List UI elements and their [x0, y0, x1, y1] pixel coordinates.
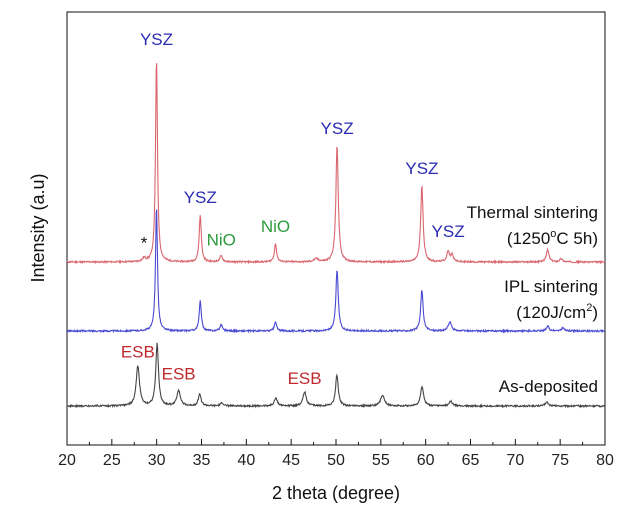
x-ticks: 20 25 30 35 40 45 50 55 60 65 70 75 80 [58, 439, 614, 469]
peak-annotation: YSZ [405, 159, 438, 178]
peak-annotation: YSZ [432, 222, 465, 241]
series-sublabel-thermal: (1250oC 5h) [507, 228, 598, 248]
peak-annotation: ESB [162, 364, 196, 383]
series-labels: Thermal sintering (1250oC 5h) IPL sinterin… [467, 203, 598, 396]
x-tick-label: 50 [327, 452, 345, 469]
peak-annotations: YSZ YSZ NiO NiO YSZ YSZ YSZ * ESB ESB ESB [121, 30, 465, 388]
x-tick-label: 45 [282, 452, 300, 469]
x-tick-label: 30 [148, 452, 166, 469]
peak-annotation: YSZ [140, 30, 173, 49]
x-tick-label: 40 [237, 452, 255, 469]
series-label-thermal: Thermal sintering [467, 203, 598, 222]
x-tick-label: 35 [193, 452, 211, 469]
peak-annotation: ESB [288, 369, 322, 388]
y-axis-title: Intensity (a.u) [28, 173, 48, 282]
x-tick-label: 60 [417, 452, 435, 469]
x-tick-label: 70 [506, 452, 524, 469]
series-layer [66, 63, 606, 409]
peak-annotation: * [141, 234, 148, 253]
series-label-ipl: IPL sintering [504, 277, 598, 296]
x-tick-label: 65 [462, 452, 480, 469]
x-tick-label: 75 [551, 452, 569, 469]
x-tick-label: 25 [103, 452, 121, 469]
x-tick-label: 20 [58, 452, 76, 469]
peak-annotation: YSZ [184, 188, 217, 207]
series-sublabel-ipl: (120J/cm2) [516, 302, 598, 322]
peak-annotation: ESB [121, 343, 155, 362]
peak-annotation: NiO [207, 231, 236, 250]
series-label-asdep: As-deposited [499, 377, 598, 396]
peak-annotation: YSZ [321, 119, 354, 138]
x-tick-label: 80 [596, 452, 614, 469]
series-line-ipl [66, 209, 606, 334]
series-line-asdep [66, 342, 606, 409]
series-line-thermal [66, 63, 606, 265]
peak-annotation: NiO [261, 217, 290, 236]
x-axis-title: 2 theta (degree) [272, 483, 400, 503]
x-tick-label: 55 [372, 452, 390, 469]
